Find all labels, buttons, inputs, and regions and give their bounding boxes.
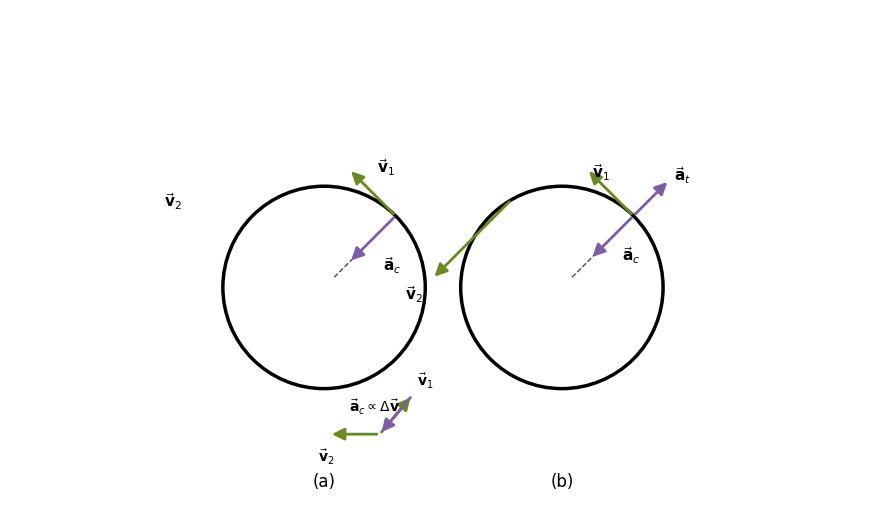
Text: $\vec{\mathbf{a}}_c$: $\vec{\mathbf{a}}_c$ [383, 255, 401, 275]
Text: $\vec{\mathbf{v}}_2$: $\vec{\mathbf{v}}_2$ [318, 447, 335, 466]
Text: $\vec{\mathbf{v}}_2$: $\vec{\mathbf{v}}_2$ [164, 191, 182, 212]
Text: $\vec{\mathbf{a}}_c$: $\vec{\mathbf{a}}_c$ [623, 245, 641, 266]
Text: $\vec{\mathbf{v}}_1$: $\vec{\mathbf{v}}_1$ [378, 158, 396, 178]
Text: (b): (b) [550, 472, 574, 490]
Text: $\vec{\mathbf{v}}_2$: $\vec{\mathbf{v}}_2$ [405, 284, 422, 305]
Text: $\vec{\mathbf{v}}_1$: $\vec{\mathbf{v}}_1$ [417, 372, 434, 390]
Text: $\vec{\mathbf{a}}_t$: $\vec{\mathbf{a}}_t$ [674, 165, 691, 186]
Text: $\vec{\mathbf{a}}_c \propto \Delta\vec{\mathbf{v}}$: $\vec{\mathbf{a}}_c \propto \Delta\vec{\… [349, 397, 400, 416]
Text: $\vec{\mathbf{v}}_1$: $\vec{\mathbf{v}}_1$ [592, 162, 609, 183]
Text: (a): (a) [313, 472, 336, 490]
